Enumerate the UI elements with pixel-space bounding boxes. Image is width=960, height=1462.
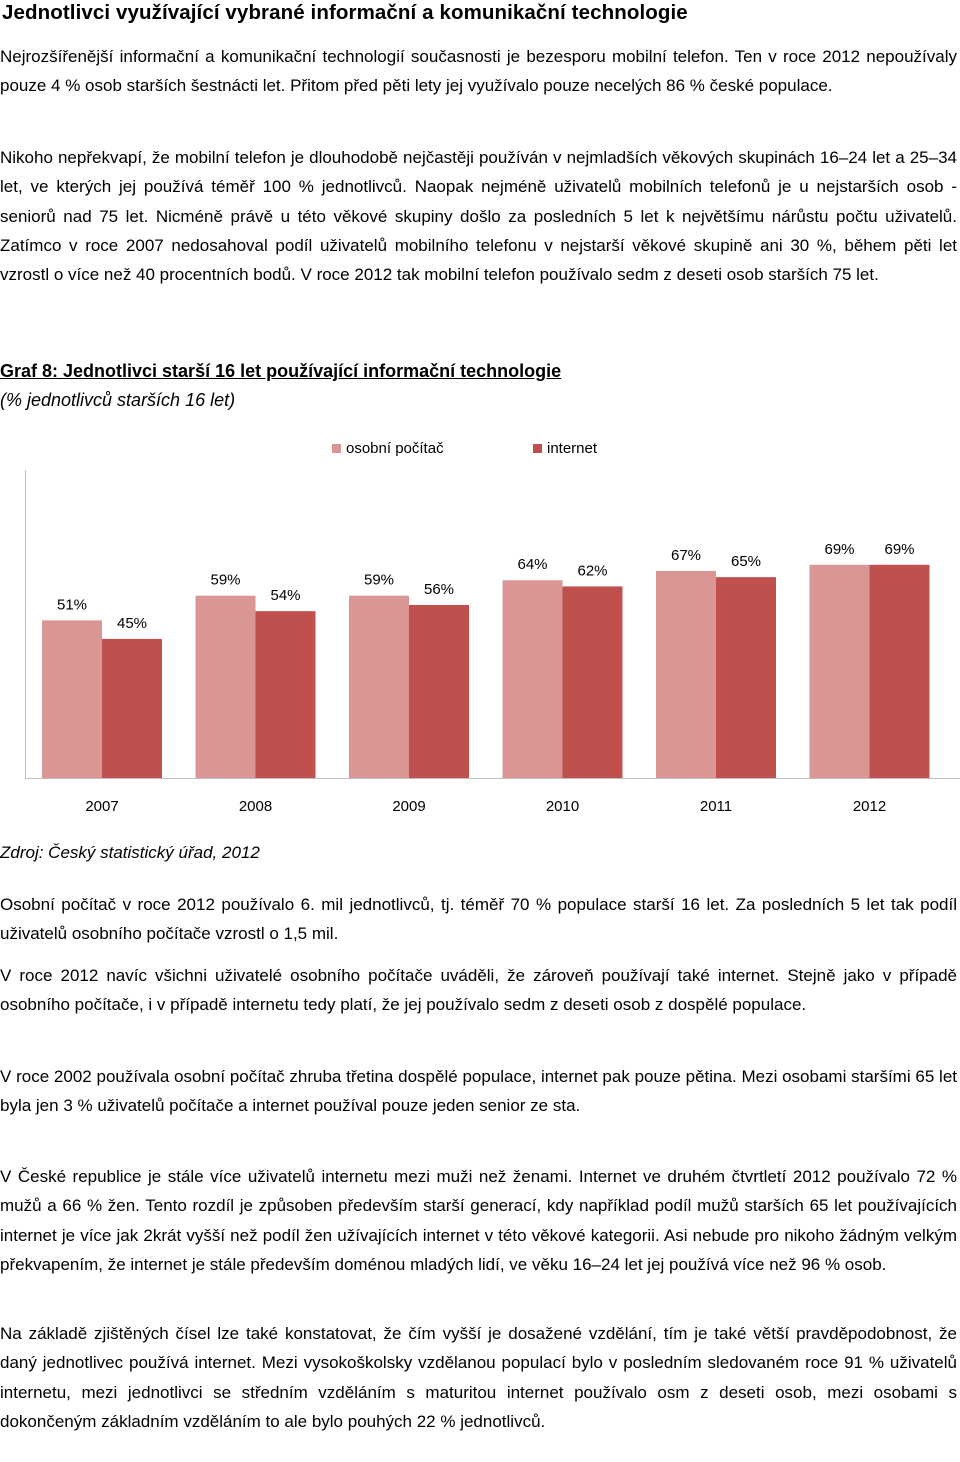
paragraph-pc-users: Osobní počítač v roce 2012 používalo 6. … — [0, 895, 957, 944]
chart-caption: Graf 8: Jednotlivci starší 16 let použív… — [0, 357, 561, 415]
x-tick-label-2008: 2008 — [239, 798, 272, 815]
it-usage-bar-chart: 51% 45% 2007 59% 54% 2008 59% 56% 2009 64% 62% 2010… — [25, 470, 960, 815]
legend-label-internet: internet — [547, 440, 598, 457]
bar-pc-2009 — [349, 595, 409, 778]
data-label-pc-2012: 69% — [824, 541, 854, 558]
data-label-internet-2009: 56% — [424, 581, 454, 598]
paragraph-gender: V České republice je stále více uživatel… — [0, 1167, 957, 1274]
bar-pc-2007 — [42, 620, 102, 778]
bar-internet-2012 — [869, 564, 930, 778]
x-tick-label-2012: 2012 — [853, 798, 886, 815]
bar-internet-2008 — [255, 611, 316, 778]
paragraph-pc-internet: V roce 2012 navíc všichni uživatelé osob… — [0, 966, 957, 1015]
bar-internet-2011 — [716, 577, 776, 778]
data-label-internet-2007: 45% — [117, 615, 147, 632]
bar-internet-2007 — [102, 638, 162, 778]
bar-internet-2010 — [562, 586, 623, 778]
x-tick-label-2011: 2011 — [700, 798, 732, 815]
legend-item-internet: internet — [533, 440, 597, 457]
data-label-pc-2009: 59% — [364, 572, 394, 589]
data-label-internet-2011: 65% — [731, 553, 761, 570]
source-note: Zdroj: Český statistický úřad, 2012 — [0, 843, 260, 862]
paragraph-education: Na základě zjištěných čísel lze také kon… — [0, 1324, 957, 1431]
paragraph-mobile-age-groups: Nikoho nepřekvapí, že mobilní telefon je… — [0, 148, 957, 285]
paragraph-2002: V roce 2002 používala osobní počítač zhr… — [0, 1067, 957, 1116]
legend-swatch-internet — [533, 444, 542, 453]
chart-caption-unit: (% jednotlivců starších 16 let) — [0, 390, 236, 410]
paragraph-mobile-intro: Nejrozšířenější informační a komunikační… — [0, 47, 957, 96]
legend-item-pc: osobní počítač — [332, 440, 444, 457]
data-label-pc-2008: 59% — [210, 572, 240, 589]
data-label-pc-2011: 67% — [671, 547, 701, 564]
bar-pc-2011 — [656, 570, 716, 778]
data-label-internet-2012: 69% — [884, 541, 914, 558]
data-label-internet-2008: 54% — [270, 587, 300, 604]
x-tick-label-2010: 2010 — [546, 798, 579, 815]
data-label-pc-2010: 64% — [517, 556, 547, 573]
bar-pc-2012 — [809, 564, 870, 778]
x-tick-label-2007: 2007 — [85, 798, 118, 815]
x-tick-label-2009: 2009 — [392, 798, 425, 815]
bar-pc-2008 — [195, 595, 256, 778]
bar-internet-2009 — [409, 604, 469, 778]
data-label-pc-2007: 51% — [57, 596, 87, 613]
legend-swatch-pc — [332, 444, 341, 453]
bar-pc-2010 — [502, 580, 563, 778]
legend-label-pc: osobní počítač — [346, 440, 444, 457]
chart-caption-title: Graf 8: Jednotlivci starší 16 let použív… — [0, 361, 562, 381]
page-heading: Jednotlivci využívající vybrané informač… — [2, 1, 688, 24]
data-label-internet-2010: 62% — [577, 562, 607, 579]
